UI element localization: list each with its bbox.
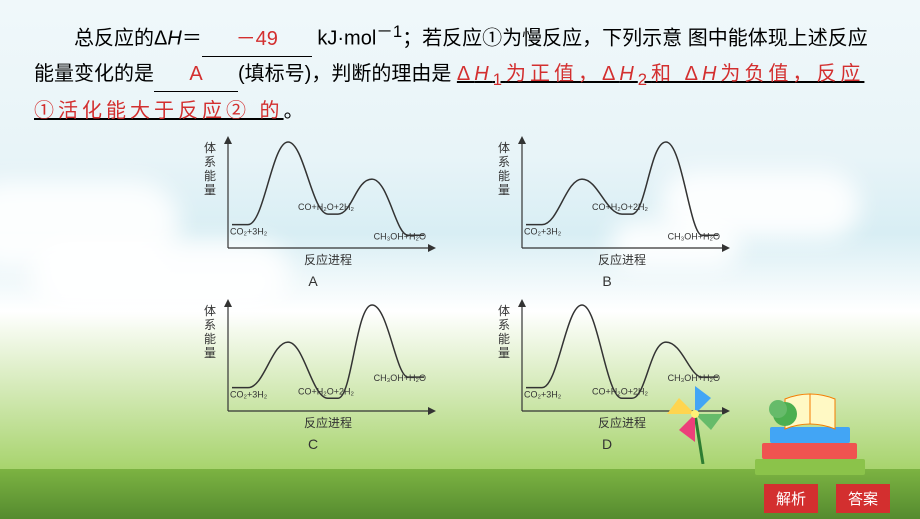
blank-delta-h: －49 [202, 22, 312, 57]
books-icon [740, 389, 890, 499]
svg-text:CO+H₂O+2H₂: CO+H₂O+2H₂ [592, 386, 649, 396]
svg-text:反应进程: 反应进程 [598, 252, 646, 267]
chart-label: B [602, 273, 611, 289]
svg-text:CO₂+3H₂: CO₂+3H₂ [230, 227, 268, 237]
pinwheel-icon [655, 374, 735, 464]
answer-button[interactable]: 答案 [836, 484, 890, 513]
svg-text:系: 系 [498, 155, 510, 169]
chart-label: C [308, 436, 318, 452]
svg-text:反应进程: 反应进程 [304, 252, 352, 267]
explain-button[interactable]: 解析 [764, 484, 818, 513]
svg-text:体: 体 [498, 141, 510, 155]
svg-text:体: 体 [498, 304, 510, 318]
chart-a: 体系能量反应进程 CO₂+3H₂ CO+H₂O+2H₂ CH₃OH+H₂O A [180, 132, 446, 289]
svg-text:体: 体 [204, 141, 216, 155]
svg-text:CO+H₂O+2H₂: CO+H₂O+2H₂ [298, 202, 355, 212]
svg-text:量: 量 [498, 346, 510, 360]
svg-text:量: 量 [204, 183, 216, 197]
text: kJ·mol [312, 28, 376, 50]
question-text: 总反应的ΔH＝－49 kJ·mol－1；若反应①为慢反应，下列示意 图中能体现上… [0, 0, 920, 128]
svg-text:反应进程: 反应进程 [304, 415, 352, 430]
text: H [167, 28, 181, 50]
text: (填标号)，判断的理由是 [238, 63, 451, 85]
svg-text:反应进程: 反应进程 [598, 415, 646, 430]
text: －1 [376, 22, 402, 41]
text: ＝ [182, 28, 202, 50]
chart-label: A [308, 273, 317, 289]
svg-text:CO₂+3H₂: CO₂+3H₂ [230, 390, 268, 400]
svg-text:能: 能 [204, 332, 216, 346]
svg-text:能: 能 [498, 169, 510, 183]
svg-text:体: 体 [204, 304, 216, 318]
svg-text:量: 量 [204, 346, 216, 360]
svg-text:CO+H₂O+2H₂: CO+H₂O+2H₂ [298, 386, 355, 396]
text: 。 [284, 100, 304, 122]
svg-text:CO₂+3H₂: CO₂+3H₂ [524, 390, 562, 400]
text: ；若反应①为慢反应，下列示意 [402, 28, 682, 50]
bottom-toolbar: 解析 答案 [764, 484, 890, 513]
svg-text:系: 系 [204, 318, 216, 332]
svg-text:CH₃OH+H₂O: CH₃OH+H₂O [374, 373, 426, 383]
svg-text:CH₃OH+H₂O: CH₃OH+H₂O [374, 231, 426, 241]
svg-text:量: 量 [498, 183, 510, 197]
svg-text:系: 系 [498, 318, 510, 332]
blank-choice: A [154, 57, 238, 92]
answer-value: －49 [236, 28, 278, 50]
svg-text:CH₃OH+H₂O: CH₃OH+H₂O [668, 231, 720, 241]
svg-text:能: 能 [498, 332, 510, 346]
chart-c: 体系能量反应进程 CO₂+3H₂ CO+H₂O+2H₂ CH₃OH+H₂O C [180, 295, 446, 452]
answer-value: A [189, 63, 202, 85]
svg-text:能: 能 [204, 169, 216, 183]
chart-b: 体系能量反应进程 CO₂+3H₂ CO+H₂O+2H₂ CH₃OH+H₂O B [474, 132, 740, 289]
chart-label: D [602, 436, 612, 452]
svg-text:系: 系 [204, 155, 216, 169]
svg-text:CO+H₂O+2H₂: CO+H₂O+2H₂ [592, 202, 649, 212]
svg-text:CO₂+3H₂: CO₂+3H₂ [524, 227, 562, 237]
text: 总反应的Δ [34, 28, 167, 50]
